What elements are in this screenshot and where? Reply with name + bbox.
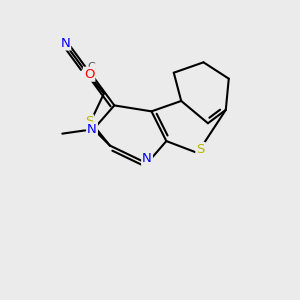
Text: C: C xyxy=(88,62,95,72)
Text: S: S xyxy=(196,143,205,156)
Text: N: N xyxy=(142,152,152,165)
Text: O: O xyxy=(84,68,94,81)
Text: N: N xyxy=(60,37,70,50)
Text: N: N xyxy=(87,123,97,136)
Text: S: S xyxy=(85,115,93,128)
